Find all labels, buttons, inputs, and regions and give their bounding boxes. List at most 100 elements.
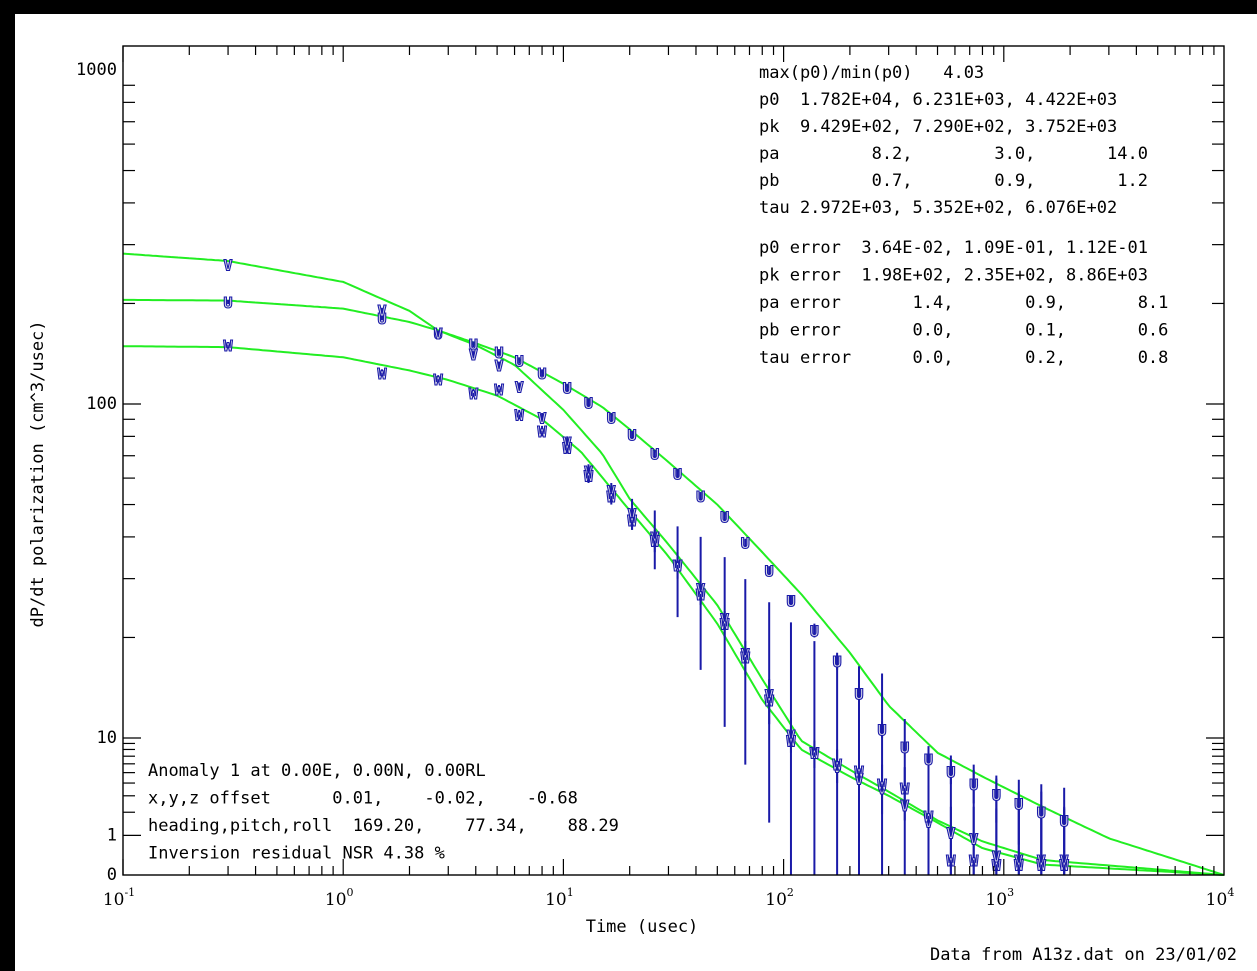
data-marker-u: U [720, 509, 729, 527]
data-marker-w: W [607, 488, 617, 506]
parameter-line: pb 0.7, 0.9, 1.2 [759, 171, 1148, 191]
error-line: tau error 0.0, 0.2, 0.8 [759, 348, 1168, 368]
data-marker-w: W [833, 756, 843, 774]
parameter-line: p0 1.782E+04, 6.231E+03, 4.422E+03 [759, 90, 1117, 110]
data-marker-v: V [584, 463, 593, 481]
data-marker-u: U [515, 352, 524, 370]
data-marker-v: V [786, 727, 795, 745]
error-line: p0 error 3.64E-02, 1.09E-01, 1.12E-01 [759, 238, 1148, 258]
x-tick-label: 10-1 [103, 886, 135, 910]
data-marker-w: W [515, 407, 525, 425]
data-marker-u: U [900, 739, 909, 757]
data-marker-w: W [1014, 857, 1024, 875]
data-marker-u: U [833, 653, 842, 671]
footer-text: Data from A13z.dat on 23/01/02 [930, 945, 1237, 965]
parameter-line: pk 9.429E+02, 7.290E+02, 3.752E+03 [759, 117, 1117, 137]
data-marker-v: V [924, 814, 933, 832]
y-tick-label: 0 [107, 865, 117, 885]
data-marker-w: W [538, 423, 548, 441]
data-marker-v: V [969, 830, 978, 848]
error-line: pk error 1.98E+02, 2.35E+02, 8.86E+03 [759, 266, 1148, 286]
data-marker-w: W [720, 616, 730, 634]
data-marker-v: V [833, 758, 842, 776]
anomaly-line: Anomaly 1 at 0.00E, 0.00N, 0.00RL [148, 761, 486, 781]
data-marker-w: W [1037, 857, 1047, 875]
y-tick-label: 1000 [76, 60, 117, 80]
data-marker-w: W [584, 468, 594, 486]
anomaly-line: heading,pitch,roll 169.20, 77.34, 88.29 [148, 816, 619, 836]
data-marker-w: W [924, 808, 934, 826]
data-marker-v: V [1060, 852, 1069, 870]
data-marker-u: U [434, 325, 443, 343]
data-marker-u: U [494, 344, 503, 362]
data-marker-u: U [628, 427, 637, 445]
data-marker-u: U [992, 786, 1001, 804]
parameter-line: tau 2.972E+03, 5.352E+02, 6.076E+02 [759, 198, 1117, 218]
data-marker-w: W [628, 512, 638, 530]
data-marker-v: V [563, 434, 572, 452]
data-marker-w: W [563, 440, 573, 458]
data-marker-u: U [786, 593, 795, 611]
data-marker-u: U [810, 622, 819, 640]
data-marker-w: W [434, 371, 444, 389]
anomaly-info: Anomaly 1 at 0.00E, 0.00N, 0.00RL x,y,z o… [148, 761, 619, 864]
data-marker-w: W [673, 557, 683, 575]
data-marker-w: W [469, 385, 479, 403]
data-marker-w: W [946, 852, 956, 870]
data-marker-v: V [878, 780, 887, 798]
data-marker-v: V [810, 745, 819, 763]
y-tick-label: 100 [86, 394, 117, 414]
data-marker-u: U [1037, 804, 1046, 822]
data-marker-u: U [584, 395, 593, 413]
data-marker-u: U [878, 722, 887, 740]
data-marker-w: W [1060, 857, 1070, 875]
data-marker-v: V [628, 506, 637, 524]
anomaly-line: x,y,z offset 0.01, -0.02, -0.68 [148, 789, 578, 809]
data-marker-w: W [900, 780, 910, 798]
x-tick-label: 102 [765, 886, 794, 910]
data-marker-v: V [494, 357, 503, 375]
data-marker-v: V [992, 848, 1001, 866]
data-marker-w: W [969, 852, 979, 870]
data-marker-v: V [650, 529, 659, 547]
data-marker-u: U [924, 751, 933, 769]
axes-group [122, 45, 1225, 876]
data-marker-v: V [765, 686, 774, 704]
data-marker-u: U [377, 310, 386, 328]
x-tick-label: 104 [1206, 886, 1235, 910]
plot-box [122, 45, 1225, 876]
y-tick-label: 10 [97, 728, 117, 748]
error-line: pb error 0.0, 0.1, 0.6 [759, 321, 1168, 341]
data-marker-w: W [224, 337, 234, 355]
data-marker-v: V [1037, 852, 1046, 870]
data-marker-v: V [673, 557, 682, 575]
data-marker-w: W [810, 745, 820, 763]
data-marker-w: W [765, 692, 775, 710]
data-marker-u: U [854, 685, 863, 703]
data-marker-v: V [1014, 852, 1023, 870]
data-marker-u: U [969, 776, 978, 794]
data-marker-u: U [469, 336, 478, 354]
data-marker-w: W [992, 857, 1002, 875]
data-marker-u: U [741, 534, 750, 552]
data-marker-u: U [224, 294, 233, 312]
x-tick-label: 101 [545, 886, 574, 910]
data-marker-w: W [696, 586, 706, 604]
data-marker-w: W [786, 733, 796, 751]
y-tick-label: 1 [107, 825, 117, 845]
anomaly-line: Inversion residual NSR 4.38 % [148, 844, 445, 864]
data-marker-u: U [607, 410, 616, 428]
data-marker-u: U [1014, 795, 1023, 813]
data-marker-v: V [224, 256, 233, 274]
data-marker-w: W [878, 776, 888, 794]
data-marker-v: V [377, 302, 386, 320]
x-tick-label: 103 [985, 886, 1014, 910]
data-marker-w: W [741, 649, 751, 667]
data-marker-w: W [494, 381, 504, 399]
parameter-line: max(p0)/min(p0) 4.03 [759, 63, 984, 83]
data-marker-v: V [900, 797, 909, 815]
data-marker-w: W [650, 533, 660, 551]
